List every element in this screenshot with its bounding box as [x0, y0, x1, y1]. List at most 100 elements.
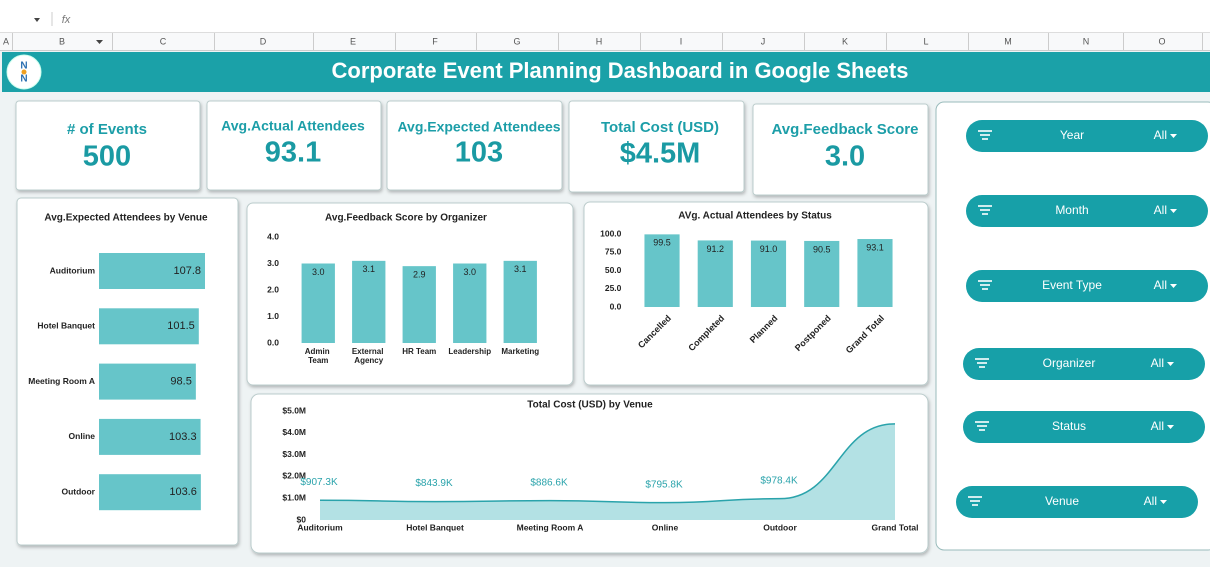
value-label: 2.9 [413, 270, 426, 280]
value-label: $978.4K [760, 475, 798, 486]
dropdown-arrow[interactable] [1167, 425, 1174, 429]
x-tick-label: Hotel Banquet [406, 522, 464, 532]
fx-label: fx [62, 14, 71, 26]
dropdown-arrow[interactable] [1170, 134, 1177, 138]
bar [750, 240, 787, 307]
column-letter: M [1004, 36, 1012, 46]
y-tick-label: 50.0 [605, 265, 622, 275]
x-tick-label: External Agency [352, 347, 386, 365]
slicer-value: All [1154, 203, 1167, 217]
filter-arrow[interactable] [96, 40, 103, 44]
x-tick-label: Meeting Room A [517, 522, 584, 532]
value-label: $886.6K [530, 477, 568, 488]
kpi-cards: # of Events 500 Avg.Actual Attendees 93.… [15, 100, 929, 196]
kpi-label: Total Cost (USD) [601, 119, 719, 136]
value-label: 3.1 [362, 264, 375, 274]
value-label: $843.9K [415, 478, 453, 489]
y-tick-label: $4.0M [282, 427, 306, 437]
slicer[interactable] [966, 120, 1208, 152]
area-fill [320, 423, 895, 520]
y-tick-label: 4.0 [267, 231, 279, 241]
y-tick-label: 1.0 [267, 311, 279, 321]
bar [453, 263, 487, 343]
dropdown-arrow[interactable] [1170, 284, 1177, 288]
slicer[interactable] [963, 411, 1205, 443]
column-letter: N [1083, 36, 1090, 46]
y-tick-label: Auditorium [50, 265, 96, 275]
bar [402, 266, 436, 343]
chart-title: Avg.Expected Attendees by Venue [44, 213, 208, 224]
bar [697, 240, 733, 307]
value-label: 101.5 [167, 320, 195, 332]
value-label: 91.2 [706, 244, 724, 254]
y-tick-label: Online [69, 431, 96, 441]
kpi-value: $4.5M [620, 138, 701, 170]
y-tick-label: 25.0 [605, 283, 622, 293]
y-tick-label: $2.0M [282, 471, 306, 481]
slicer[interactable] [963, 348, 1205, 380]
y-tick-label: $3.0M [282, 449, 306, 459]
x-tick-label: Leadership [448, 347, 491, 356]
y-tick-label: Outdoor [61, 486, 95, 496]
value-label: 91.0 [760, 244, 778, 254]
value-label: 93.1 [866, 242, 884, 252]
column-letter: B [59, 36, 65, 46]
dropdown-arrow[interactable] [1160, 500, 1167, 504]
bar [99, 308, 199, 345]
value-label: $795.8K [645, 479, 683, 490]
chart-card [250, 393, 929, 554]
column-letter: K [842, 36, 848, 46]
dropdown-arrow[interactable] [1167, 362, 1174, 366]
value-label: 103.6 [169, 486, 197, 498]
column-letter: O [1158, 36, 1165, 46]
header-bar [2, 52, 1210, 92]
dropdown-arrow[interactable] [1170, 209, 1177, 213]
column-letter: D [260, 36, 267, 46]
column-letter: L [923, 36, 928, 46]
y-tick-label: 0.0 [610, 301, 622, 311]
kpi-value: 500 [83, 141, 131, 173]
y-tick-label: 2.0 [267, 284, 279, 294]
bar [503, 260, 537, 343]
column-letter: G [513, 36, 520, 46]
y-tick-label: $0 [297, 514, 307, 524]
bar [301, 263, 335, 343]
bar [804, 240, 840, 307]
chart-title: Total Cost (USD) by Venue [527, 400, 653, 411]
slicer-label: Organizer [1043, 356, 1096, 370]
slicer[interactable] [956, 486, 1198, 518]
column-letter: I [680, 36, 683, 46]
bar [99, 253, 205, 289]
value-label: 107.8 [173, 265, 201, 277]
x-tick-label: Online [652, 522, 679, 532]
slicer-value: All [1144, 494, 1157, 508]
column-letter: E [350, 36, 356, 46]
slicer-label: Status [1052, 419, 1086, 433]
kpi-value: 103 [455, 137, 503, 169]
bar [99, 418, 201, 455]
value-label: 99.5 [653, 238, 671, 248]
slicer-value: All [1151, 356, 1164, 370]
name-box-arrow[interactable] [34, 18, 40, 22]
y-tick-label: 75.0 [605, 247, 622, 257]
x-tick-label: Grand Total [871, 522, 918, 532]
bar [352, 260, 386, 343]
bar [99, 474, 201, 511]
slicer-panel [935, 101, 1210, 551]
value-label: 3.0 [463, 267, 476, 277]
value-label: 3.0 [312, 267, 325, 277]
y-tick-label: Meeting Room A [28, 376, 95, 386]
slicer[interactable] [966, 270, 1208, 302]
x-tick-label: Admin Team [305, 347, 332, 365]
dashboard-title: Corporate Event Planning Dashboard in Go… [332, 58, 909, 83]
column-letter: A [3, 36, 9, 46]
bar [99, 363, 196, 400]
slicer-value: All [1154, 128, 1167, 142]
y-tick-label: $5.0M [282, 405, 306, 415]
slicer[interactable] [966, 195, 1208, 227]
y-tick-label: $1.0M [282, 492, 306, 502]
kpi-value: 93.1 [265, 137, 321, 169]
value-label: 90.5 [813, 244, 831, 254]
y-tick-label: 3.0 [267, 258, 279, 268]
